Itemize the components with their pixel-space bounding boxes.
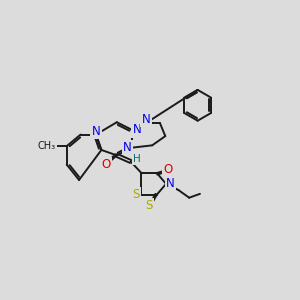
Text: N: N [123, 141, 132, 154]
Text: S: S [146, 199, 153, 212]
Text: N: N [132, 123, 141, 136]
Text: S: S [132, 188, 140, 201]
Text: N: N [166, 177, 175, 190]
Text: N: N [92, 125, 100, 138]
Text: H: H [133, 154, 141, 164]
Text: O: O [101, 158, 111, 171]
Text: CH₃: CH₃ [38, 141, 56, 151]
Text: O: O [163, 163, 172, 176]
Text: N: N [142, 113, 150, 126]
